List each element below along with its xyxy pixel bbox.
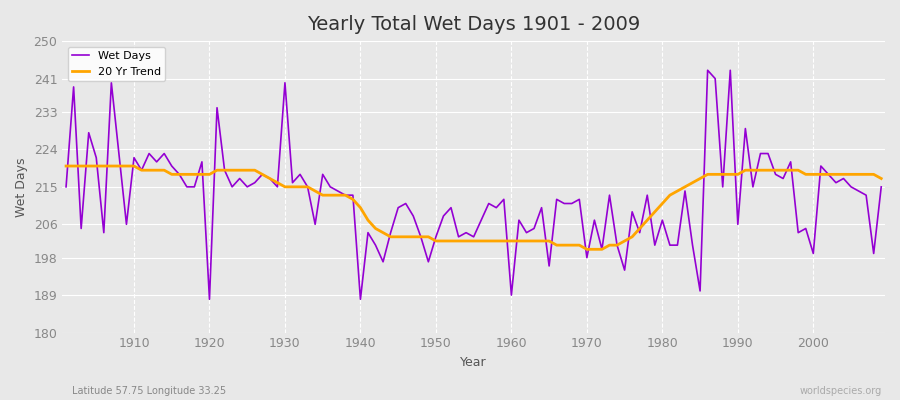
Wet Days <box>604 193 615 198</box>
20 Yr Trend <box>60 164 71 168</box>
20 Yr Trend <box>876 176 886 181</box>
20 Yr Trend <box>506 238 517 243</box>
Y-axis label: Wet Days: Wet Days <box>15 157 28 216</box>
Legend: Wet Days, 20 Yr Trend: Wet Days, 20 Yr Trend <box>68 47 166 81</box>
X-axis label: Year: Year <box>460 356 487 369</box>
Line: Wet Days: Wet Days <box>66 70 881 299</box>
20 Yr Trend <box>499 238 509 243</box>
Text: Latitude 57.75 Longitude 33.25: Latitude 57.75 Longitude 33.25 <box>72 386 226 396</box>
20 Yr Trend <box>121 164 131 168</box>
Wet Days <box>514 218 525 222</box>
Wet Days <box>60 184 71 189</box>
20 Yr Trend <box>581 247 592 252</box>
Title: Yearly Total Wet Days 1901 - 2009: Yearly Total Wet Days 1901 - 2009 <box>307 15 640 34</box>
Line: 20 Yr Trend: 20 Yr Trend <box>66 166 881 249</box>
Wet Days <box>121 222 131 227</box>
Wet Days <box>204 297 215 302</box>
20 Yr Trend <box>332 193 343 198</box>
Wet Days <box>340 193 351 198</box>
Wet Days <box>876 184 886 189</box>
20 Yr Trend <box>604 243 615 248</box>
20 Yr Trend <box>287 184 298 189</box>
Wet Days <box>294 172 305 177</box>
Wet Days <box>702 68 713 73</box>
Wet Days <box>506 293 517 298</box>
Text: worldspecies.org: worldspecies.org <box>800 386 882 396</box>
